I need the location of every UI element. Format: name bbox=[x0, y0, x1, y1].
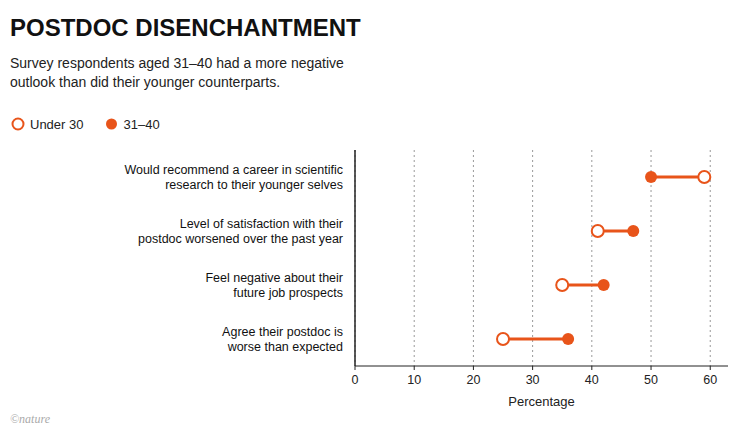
dot bbox=[562, 333, 574, 345]
dot bbox=[627, 225, 639, 237]
subtitle: Survey respondents aged 31–40 had a more… bbox=[10, 55, 344, 90]
x-tick-label: 20 bbox=[466, 373, 480, 387]
legend-marker bbox=[106, 119, 117, 130]
grid-line bbox=[473, 150, 474, 366]
dot bbox=[645, 171, 657, 183]
grid bbox=[355, 150, 710, 366]
x-tick-label: 0 bbox=[352, 373, 359, 387]
annotation: ©nature bbox=[10, 412, 51, 426]
dot bbox=[592, 225, 604, 237]
category-label: Would recommend a career in scientificre… bbox=[124, 163, 343, 192]
dot bbox=[556, 279, 568, 291]
x-tick-label: 10 bbox=[407, 373, 421, 387]
x-tick-label: 50 bbox=[644, 373, 658, 387]
category-label: Level of satisfaction with theirpostdoc … bbox=[138, 217, 343, 246]
category-label-line: Level of satisfaction with their bbox=[180, 217, 343, 231]
x-axis-line bbox=[355, 366, 728, 367]
x-tick bbox=[414, 366, 415, 370]
x-tick-label: 40 bbox=[585, 373, 599, 387]
x-axis-label: Percentage bbox=[508, 394, 575, 409]
x-tick bbox=[473, 366, 474, 370]
chart: POSTDOC DISENCHANTMENT Survey respondents… bbox=[0, 0, 751, 433]
legend-marker bbox=[13, 119, 24, 130]
dot bbox=[497, 333, 509, 345]
x-tick bbox=[532, 366, 533, 370]
category-label-line: Feel negative about their bbox=[205, 271, 343, 285]
x-tick bbox=[651, 366, 652, 370]
grid-line bbox=[355, 150, 356, 366]
plot-area bbox=[497, 171, 710, 345]
category-label: Agree their postdoc isworse than expecte… bbox=[222, 325, 343, 354]
legend-label: 31–40 bbox=[123, 117, 159, 132]
category-label-line: Agree their postdoc is bbox=[222, 325, 343, 339]
category-label-line: research to their younger selves bbox=[165, 178, 343, 192]
title: POSTDOC DISENCHANTMENT bbox=[10, 14, 361, 41]
category-label-line: worse than expected bbox=[227, 340, 343, 354]
category-label: Feel negative about theirfuture job pros… bbox=[205, 271, 343, 300]
dot bbox=[598, 279, 610, 291]
subtitle-line: outlook than did their younger counterpa… bbox=[10, 74, 280, 90]
x-tick-label: 30 bbox=[526, 373, 540, 387]
category-label-line: Would recommend a career in scientific bbox=[124, 163, 343, 177]
x-tick bbox=[710, 366, 711, 370]
legend-label: Under 30 bbox=[30, 117, 83, 132]
category-label-line: future job prospects bbox=[233, 286, 343, 300]
subtitle-line: Survey respondents aged 31–40 had a more… bbox=[10, 55, 344, 71]
grid-line bbox=[591, 150, 592, 366]
x-tick bbox=[355, 366, 356, 370]
connector bbox=[651, 176, 704, 179]
dot bbox=[698, 171, 710, 183]
category-label-line: postdoc worsened over the past year bbox=[138, 232, 343, 246]
connector bbox=[503, 338, 568, 341]
grid-line bbox=[414, 150, 415, 366]
y-axis-line bbox=[354, 150, 356, 366]
x-tick-label: 60 bbox=[703, 373, 717, 387]
grid-line bbox=[532, 150, 533, 366]
x-tick bbox=[591, 366, 592, 370]
grid-line bbox=[710, 150, 711, 366]
